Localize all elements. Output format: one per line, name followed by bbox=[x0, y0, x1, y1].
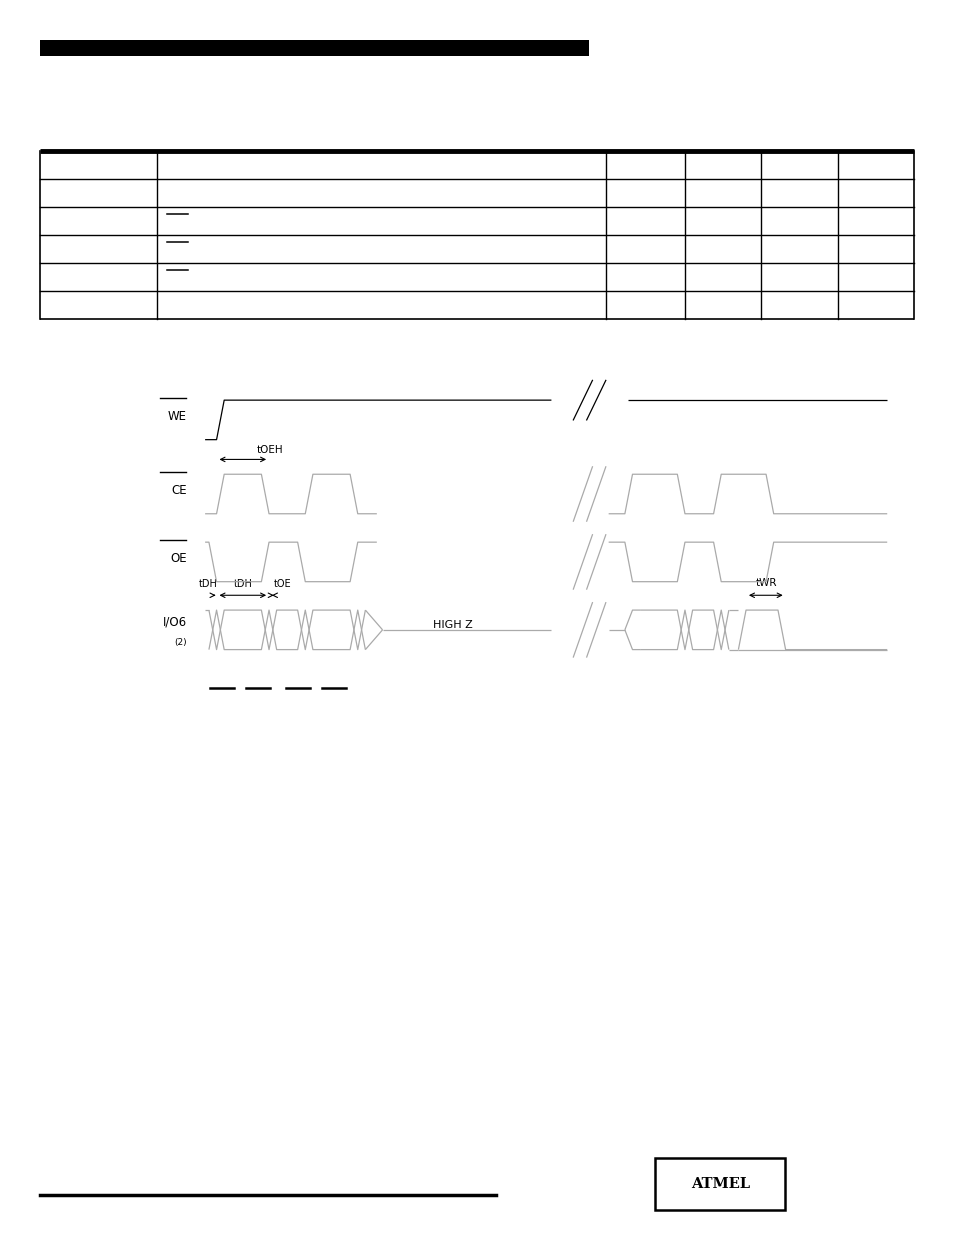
Text: tDH: tDH bbox=[233, 579, 252, 589]
Text: (2): (2) bbox=[174, 637, 187, 647]
Bar bbox=[40, 40, 588, 56]
Text: I/O6: I/O6 bbox=[163, 616, 187, 629]
Text: CE: CE bbox=[172, 484, 187, 496]
Text: OE: OE bbox=[171, 552, 187, 564]
Text: tOE: tOE bbox=[274, 579, 291, 589]
Text: tWR: tWR bbox=[755, 578, 777, 588]
Text: tDH: tDH bbox=[198, 579, 217, 589]
Bar bbox=[655, 1158, 784, 1210]
Text: HIGH Z: HIGH Z bbox=[433, 620, 473, 630]
Text: WE: WE bbox=[168, 410, 187, 422]
Text: tOEH: tOEH bbox=[257, 445, 283, 454]
Text: ATMEL: ATMEL bbox=[690, 1177, 749, 1192]
